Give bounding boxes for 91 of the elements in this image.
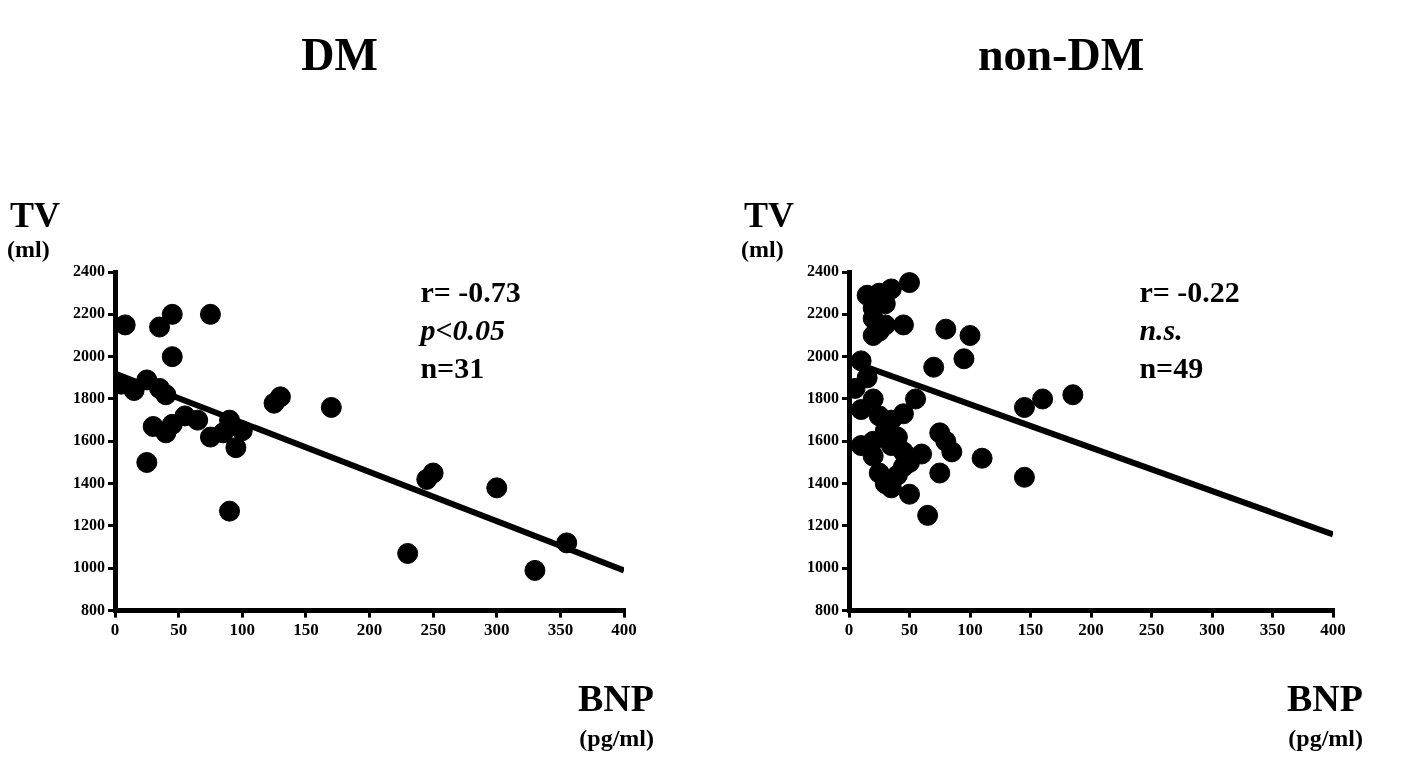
point	[899, 272, 920, 294]
point	[231, 420, 253, 442]
point	[941, 441, 963, 463]
y-tick-label: 2000	[73, 346, 105, 364]
point	[199, 303, 221, 325]
x-tick-label: 250	[1138, 620, 1165, 640]
point	[161, 303, 183, 325]
point	[1013, 466, 1035, 488]
point	[868, 462, 890, 484]
y-tick-label: 1400	[73, 473, 105, 491]
point	[115, 314, 136, 336]
annotation: n=31	[420, 351, 485, 384]
y-tick-label: 800	[815, 600, 839, 618]
y-tick-label: 2400	[807, 262, 839, 280]
point	[905, 388, 927, 410]
point	[219, 500, 241, 522]
x-tick-label: 150	[1017, 620, 1044, 640]
y-tick-label: 2200	[807, 304, 839, 322]
x-tick-label: 100	[957, 620, 983, 640]
point	[1062, 384, 1084, 406]
point	[850, 399, 872, 421]
x-axis-title: BNP (pg/ml)	[578, 676, 654, 751]
point	[862, 445, 884, 467]
x-tick-label: 400	[1320, 620, 1346, 640]
point	[149, 316, 171, 338]
chart-title: non-DM	[977, 29, 1145, 80]
point	[892, 314, 914, 336]
point	[123, 380, 145, 402]
y-tick-label: 1600	[807, 431, 839, 449]
y-tick-label: 1600	[73, 431, 105, 449]
point	[187, 409, 209, 431]
x-tick-label: 300	[484, 620, 510, 640]
point	[320, 396, 342, 418]
point	[850, 350, 872, 372]
x-tick-label: 300	[1199, 620, 1225, 640]
point	[911, 443, 933, 465]
point	[556, 532, 578, 554]
point	[935, 318, 957, 340]
x-tick-label: 400	[611, 620, 637, 640]
y-tick-label: 2000	[807, 346, 839, 364]
point	[422, 462, 444, 484]
point	[899, 483, 920, 505]
y-tick-label: 1400	[807, 473, 839, 491]
point	[971, 447, 993, 469]
y-tick-label: 1800	[73, 389, 105, 407]
point	[923, 356, 945, 378]
y-tick-label: 1800	[807, 389, 839, 407]
point	[161, 346, 183, 368]
annotation: r= -0.73	[420, 275, 521, 308]
y-tick-label: 2400	[73, 262, 105, 280]
x-tick-label: 0	[844, 620, 854, 640]
annotation: p<0.05	[417, 313, 506, 346]
annotation: r= -0.22	[1139, 275, 1240, 308]
point	[929, 462, 951, 484]
x-tick-label: 50	[170, 620, 188, 640]
y-tick-label: 1000	[807, 558, 839, 576]
x-tick-label: 350	[547, 620, 574, 640]
x-axis-title: BNP (pg/ml)	[1287, 676, 1363, 751]
point	[917, 504, 939, 526]
y-axis-title: TV (ml)	[741, 195, 795, 262]
point	[953, 348, 975, 370]
x-tick-label: 200	[356, 620, 383, 640]
point	[524, 559, 546, 581]
y-tick-label: 1000	[73, 558, 105, 576]
x-tick-label: 100	[229, 620, 255, 640]
x-tick-label: 0	[110, 620, 120, 640]
point	[486, 477, 508, 499]
annotation: n=49	[1139, 351, 1204, 384]
y-tick-label: 2200	[73, 304, 105, 322]
x-tick-label: 150	[293, 620, 319, 640]
point	[886, 464, 908, 486]
x-tick-label: 350	[1259, 620, 1286, 640]
y-tick-label: 1200	[73, 516, 105, 534]
point	[225, 437, 247, 459]
y-axis-title: TV (ml)	[7, 195, 61, 262]
point	[1032, 388, 1054, 410]
x-tick-label: 50	[901, 620, 918, 640]
point	[397, 542, 419, 564]
point	[959, 324, 981, 346]
x-tick-label: 250	[420, 620, 446, 640]
point	[1013, 396, 1035, 418]
x-tick-label: 200	[1078, 620, 1104, 640]
point	[269, 386, 291, 408]
point	[880, 278, 902, 300]
chart-title: DM	[301, 29, 378, 80]
y-tick-label: 800	[81, 600, 105, 618]
y-tick-label: 1200	[807, 516, 839, 534]
point	[892, 403, 914, 425]
annotation: n.s.	[1139, 313, 1183, 346]
point	[136, 451, 158, 473]
point	[155, 384, 177, 406]
